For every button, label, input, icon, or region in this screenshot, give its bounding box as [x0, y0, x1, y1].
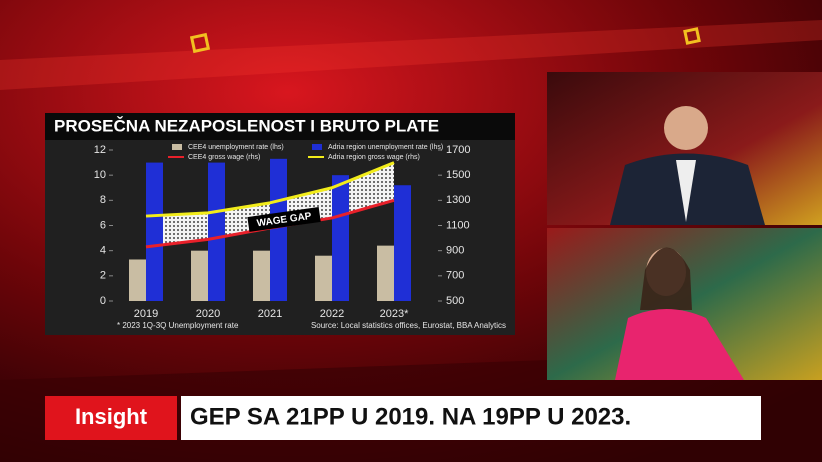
bar	[270, 158, 287, 301]
source: Source: Local statistics offices, Eurost…	[311, 321, 506, 330]
chart: 0 2 4 6 8 10 12 500 700 900 1100 1300 1500 1700 2019 20…	[94, 144, 506, 330]
bar	[191, 250, 208, 301]
y-tick-label: 2	[100, 270, 106, 282]
banner-tag: Insight	[75, 404, 148, 429]
x-tick-label: 2021	[258, 308, 282, 320]
legend-label: CEE4 unemployment rate (lhs)	[188, 144, 284, 151]
bar	[208, 162, 225, 301]
y2-tick-label: 1500	[446, 169, 470, 181]
annotation-box	[247, 207, 321, 232]
decor-square	[189, 32, 211, 54]
y-tick-label: 0	[100, 295, 106, 307]
footnote: * 2023 1Q-3Q Unemployment rate	[117, 321, 239, 330]
y-tick-label: 6	[100, 219, 106, 231]
y2-tick-label: 500	[446, 295, 464, 307]
person-head	[664, 106, 708, 150]
bar	[315, 255, 332, 301]
bar	[146, 162, 163, 301]
y2-tick-label: 1100	[446, 219, 470, 231]
legend-label: Adria region gross wage (rhs)	[328, 154, 420, 161]
line	[145, 161, 395, 218]
y2-tick-label: 900	[446, 245, 464, 257]
y-tick-label: 4	[100, 245, 106, 257]
legend-label: Adria region unemployment rate (lhs)	[328, 144, 443, 151]
light-streak	[0, 20, 822, 90]
legend-label: CEE4 gross wage (rhs)	[188, 154, 260, 161]
y2-tick-label: 700	[446, 270, 464, 282]
y-tick-label: 8	[100, 194, 106, 206]
bar	[377, 245, 394, 301]
bar	[394, 185, 411, 301]
chart-title-bar	[45, 113, 515, 140]
bar	[253, 250, 270, 301]
person-body	[615, 309, 744, 380]
chart-title: PROSEČNA NEZAPOSLENOST I BRUTO PLATE	[54, 116, 439, 135]
banner-tag-box	[45, 396, 177, 440]
decor-square	[683, 27, 701, 45]
legend-swatch	[172, 144, 182, 150]
shirt	[676, 160, 696, 222]
y-tick-label: 10	[94, 169, 106, 181]
y-tick-label: 12	[94, 144, 106, 156]
banner-headline: GEP SA 21PP U 2019. NA 19PP U 2023.	[190, 403, 631, 430]
y2-tick-label: 1300	[446, 194, 470, 206]
x-tick-label: 2022	[320, 308, 344, 320]
x-tick-label: 2023*	[380, 308, 409, 320]
bar	[332, 175, 349, 301]
x-tick-label: 2019	[134, 308, 158, 320]
bar	[129, 259, 146, 301]
person-hair	[640, 247, 692, 310]
y2-tick-label: 1700	[446, 144, 470, 156]
x-tick-label: 2020	[196, 308, 220, 320]
legend-swatch	[312, 144, 322, 150]
banner-headline-box	[181, 396, 761, 440]
